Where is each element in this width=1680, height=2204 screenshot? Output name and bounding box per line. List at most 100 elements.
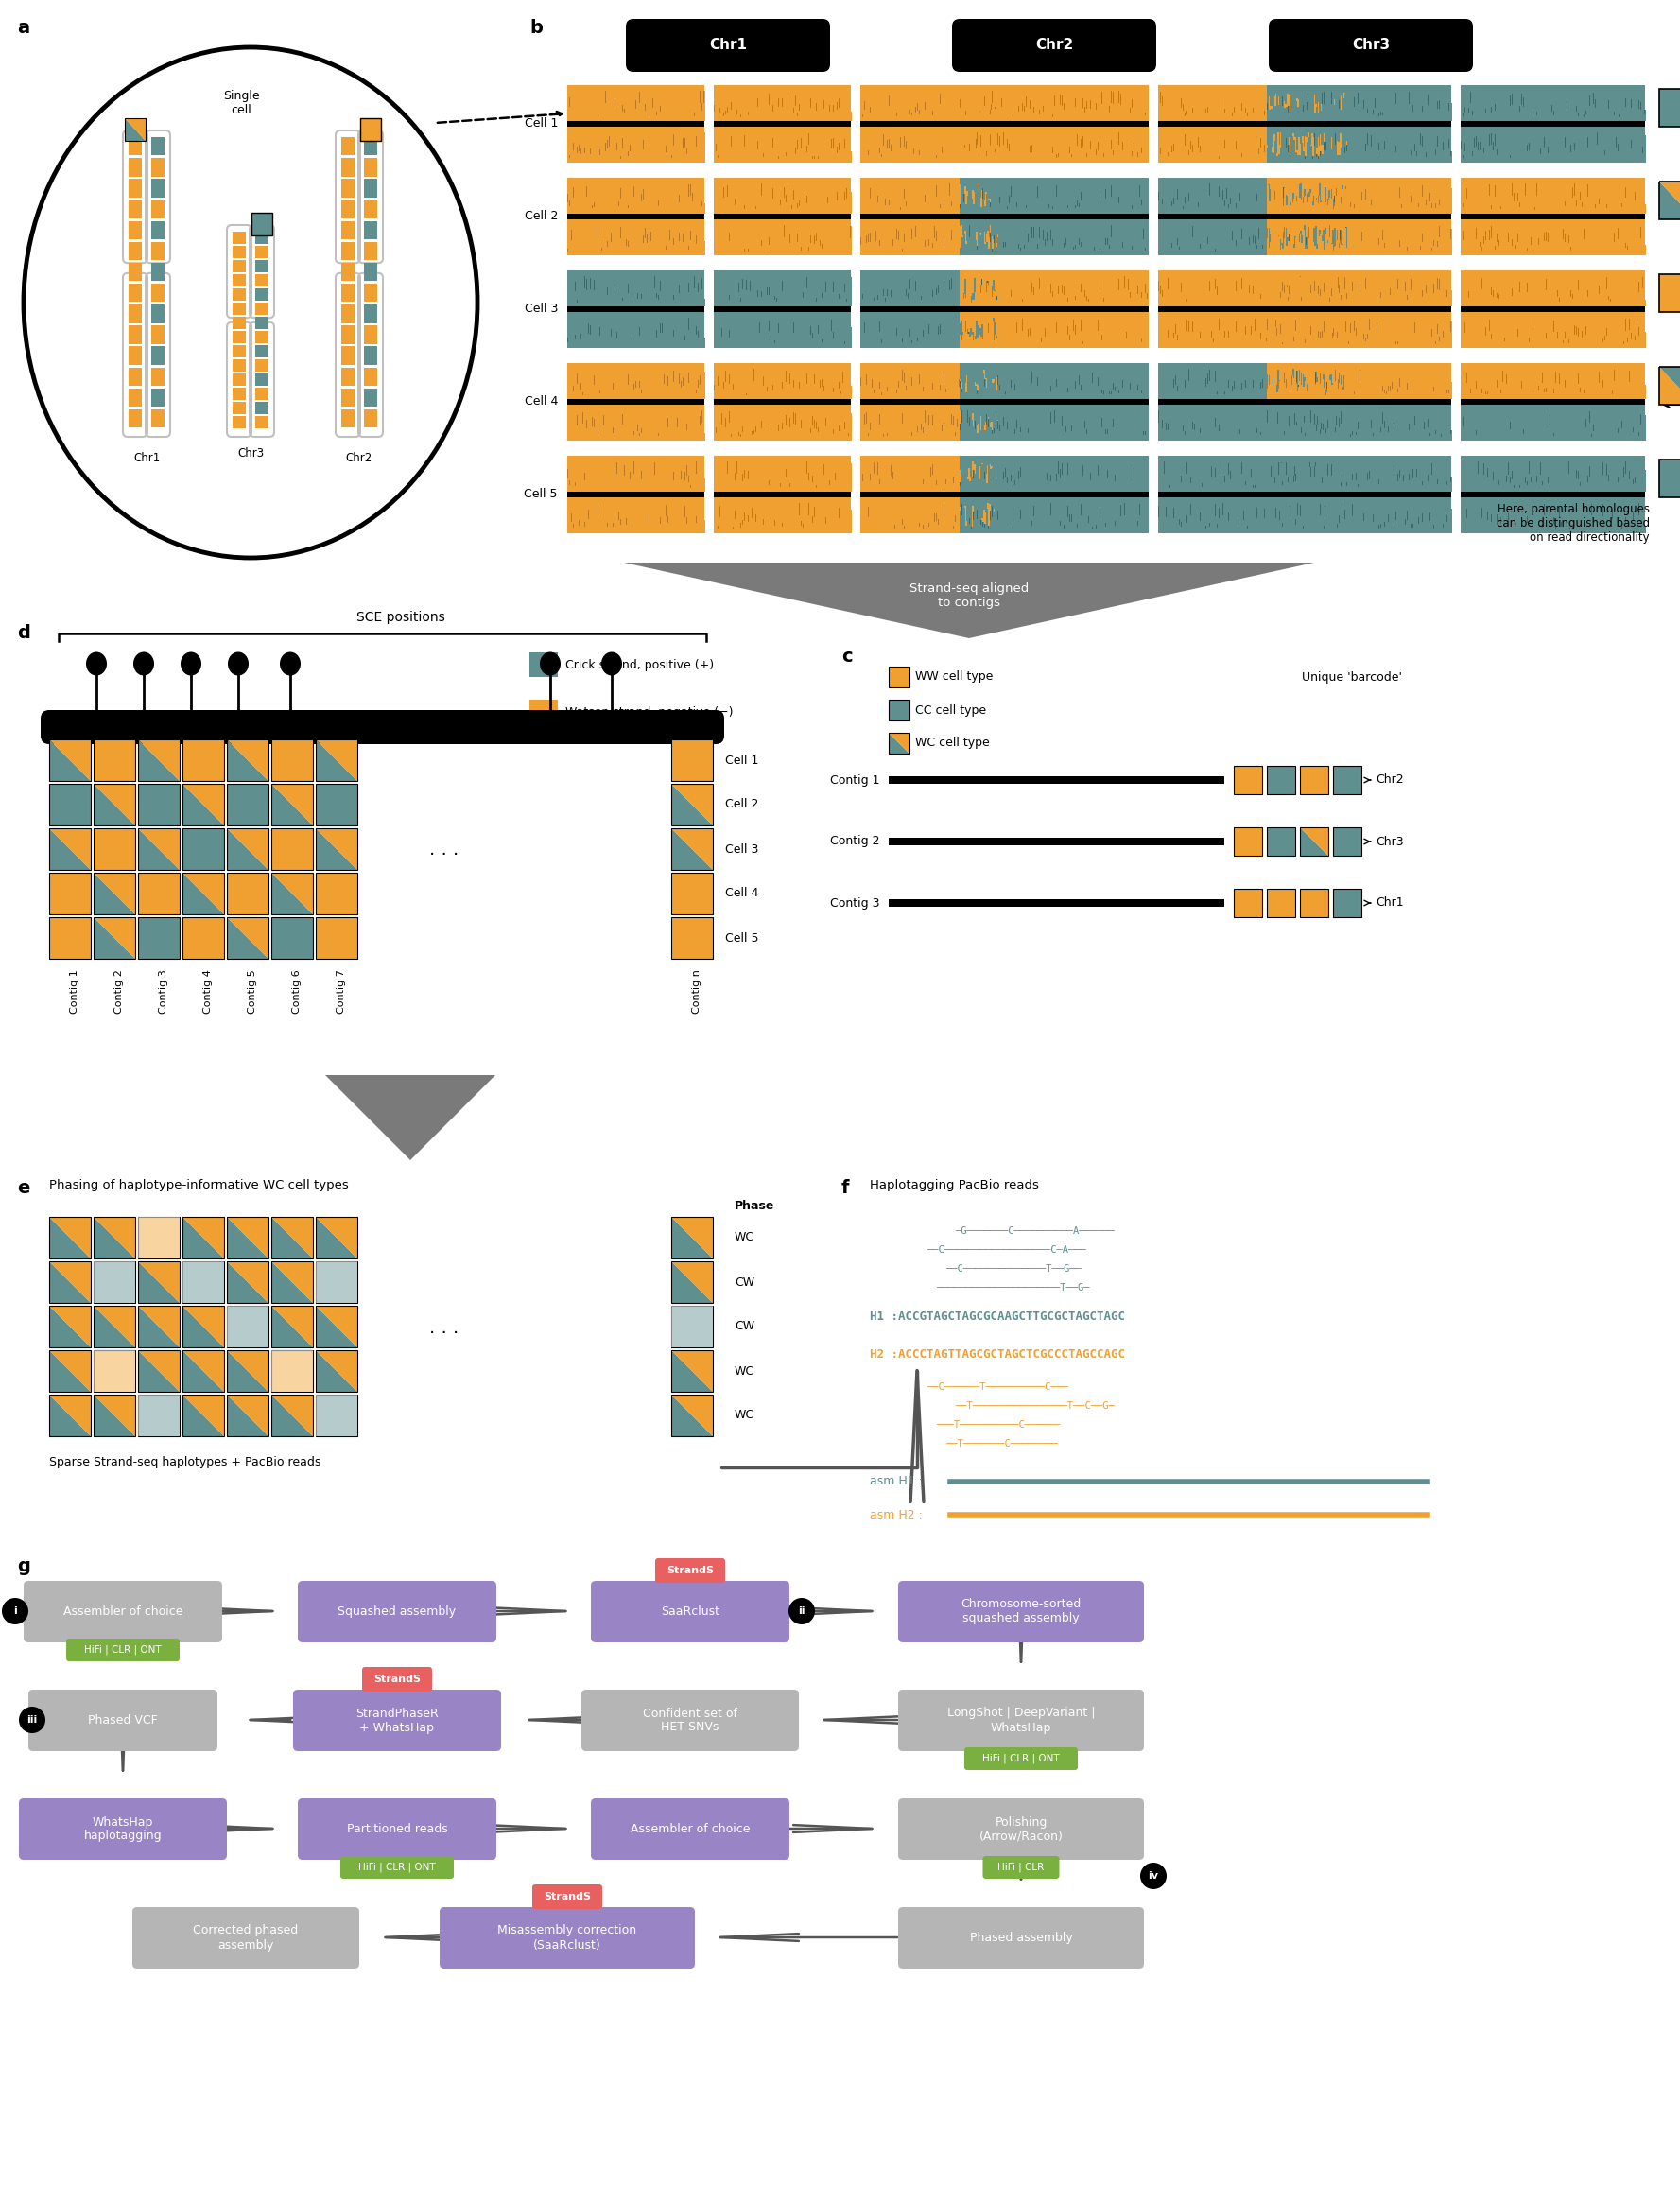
Bar	[805, 372, 806, 399]
Bar	[1203, 368, 1206, 399]
Bar	[1305, 238, 1307, 256]
Bar	[603, 414, 605, 441]
Bar	[954, 231, 956, 256]
Bar	[1327, 370, 1329, 399]
Bar	[909, 234, 911, 256]
Bar	[911, 291, 914, 306]
Bar	[1574, 421, 1576, 441]
Bar	[1436, 196, 1438, 214]
Bar	[1361, 516, 1362, 533]
Bar	[620, 383, 622, 399]
Bar	[1320, 236, 1322, 256]
Bar	[1094, 247, 1095, 256]
Bar	[1114, 328, 1117, 348]
Bar	[1633, 196, 1635, 214]
Bar	[727, 240, 729, 256]
Bar	[1557, 507, 1559, 533]
Bar	[1557, 143, 1559, 163]
Bar	[608, 104, 612, 121]
Bar	[1299, 386, 1300, 399]
Bar	[1297, 320, 1299, 348]
Bar	[1514, 339, 1515, 348]
Polygon shape	[49, 738, 91, 780]
Bar	[1603, 295, 1604, 306]
Bar	[976, 509, 978, 533]
Bar	[743, 474, 744, 491]
Polygon shape	[183, 1351, 223, 1391]
Bar	[1320, 386, 1322, 399]
Bar	[1297, 99, 1299, 121]
Bar	[659, 150, 660, 163]
Bar	[1420, 430, 1421, 441]
Bar	[1371, 234, 1373, 256]
Bar	[766, 472, 769, 491]
Bar	[1499, 185, 1500, 214]
Bar	[973, 414, 974, 441]
Text: Phasing of haplotype-informative WC cell types: Phasing of haplotype-informative WC cell…	[49, 1179, 349, 1192]
Bar	[1267, 227, 1268, 256]
Bar	[825, 518, 827, 533]
Bar	[699, 141, 702, 163]
Bar	[1326, 234, 1327, 256]
Bar	[1129, 139, 1132, 163]
Bar	[1532, 317, 1534, 348]
Bar	[1368, 372, 1369, 399]
Bar	[620, 478, 622, 491]
Bar	[1403, 207, 1404, 214]
Bar	[1421, 417, 1423, 441]
Polygon shape	[272, 1305, 312, 1347]
Bar	[1203, 419, 1206, 441]
Bar	[1030, 410, 1032, 441]
Bar	[1431, 432, 1433, 441]
Bar	[990, 337, 991, 348]
Bar	[778, 185, 780, 214]
Bar	[1423, 112, 1426, 121]
Bar	[1136, 337, 1137, 348]
Bar	[1270, 152, 1272, 163]
Bar	[702, 522, 704, 533]
Bar	[780, 198, 781, 214]
Bar	[791, 134, 793, 163]
Bar	[1329, 150, 1331, 163]
Bar	[1391, 419, 1393, 441]
Bar	[726, 507, 727, 533]
Bar	[1011, 234, 1013, 256]
Bar	[1102, 194, 1104, 214]
Bar	[1080, 478, 1082, 491]
Bar	[1589, 95, 1591, 121]
Bar	[1038, 417, 1042, 441]
Bar	[756, 516, 758, 533]
Bar	[1413, 525, 1415, 533]
Bar	[964, 383, 966, 399]
Bar	[983, 101, 984, 121]
Bar	[1243, 284, 1245, 306]
Bar	[1062, 192, 1063, 214]
Bar	[1381, 525, 1383, 533]
Bar	[591, 333, 593, 348]
Bar	[1448, 390, 1450, 399]
Bar	[1068, 383, 1072, 399]
Bar	[1110, 298, 1112, 306]
Bar	[1314, 509, 1315, 533]
Bar	[1332, 143, 1336, 163]
Bar	[1252, 522, 1253, 533]
Bar	[622, 298, 623, 306]
Bar	[1038, 485, 1042, 491]
Bar	[964, 185, 966, 214]
Bar	[1037, 527, 1038, 533]
Bar	[1519, 154, 1520, 163]
Bar	[1137, 190, 1139, 214]
Bar	[227, 785, 269, 826]
Bar	[1305, 198, 1307, 214]
Bar	[1134, 185, 1136, 214]
Bar	[1557, 461, 1559, 491]
Bar	[1640, 414, 1641, 441]
Bar	[1391, 328, 1393, 348]
Bar	[761, 93, 763, 121]
Bar	[680, 198, 682, 214]
Bar	[1581, 108, 1584, 121]
Text: Phased assembly: Phased assembly	[969, 1931, 1072, 1944]
Bar	[808, 298, 810, 306]
Polygon shape	[272, 1217, 312, 1258]
Bar	[1354, 392, 1356, 399]
